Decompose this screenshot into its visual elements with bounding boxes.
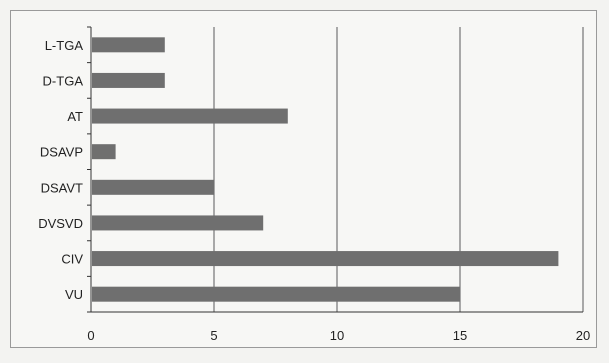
bar-d-tga	[92, 72, 165, 88]
x-tick-label-3: 15	[453, 328, 467, 343]
bar-dvsvd	[92, 215, 264, 231]
category-label-civ: CIV	[61, 252, 83, 267]
bar-at	[92, 108, 288, 124]
x-tick-label-1: 5	[210, 328, 217, 343]
x-tick-label-4: 20	[576, 328, 590, 343]
bar-dsavt	[92, 179, 214, 195]
category-label-d-tga: D-TGA	[43, 73, 84, 88]
x-tick-label-2: 10	[330, 328, 344, 343]
bar-civ	[92, 251, 559, 267]
category-label-dsavt: DSAVT	[41, 180, 83, 195]
x-tick-label-0: 0	[87, 328, 94, 343]
bar-vu	[92, 286, 460, 302]
bar-l-tga	[92, 37, 165, 53]
category-label-vu: VU	[65, 287, 83, 302]
category-label-at: AT	[67, 109, 83, 124]
category-label-dsavp: DSAVP	[40, 145, 83, 160]
bar-dsavp	[92, 144, 116, 160]
category-label-dvsvd: DVSVD	[38, 216, 83, 231]
category-label-l-tga: L-TGA	[45, 38, 84, 53]
